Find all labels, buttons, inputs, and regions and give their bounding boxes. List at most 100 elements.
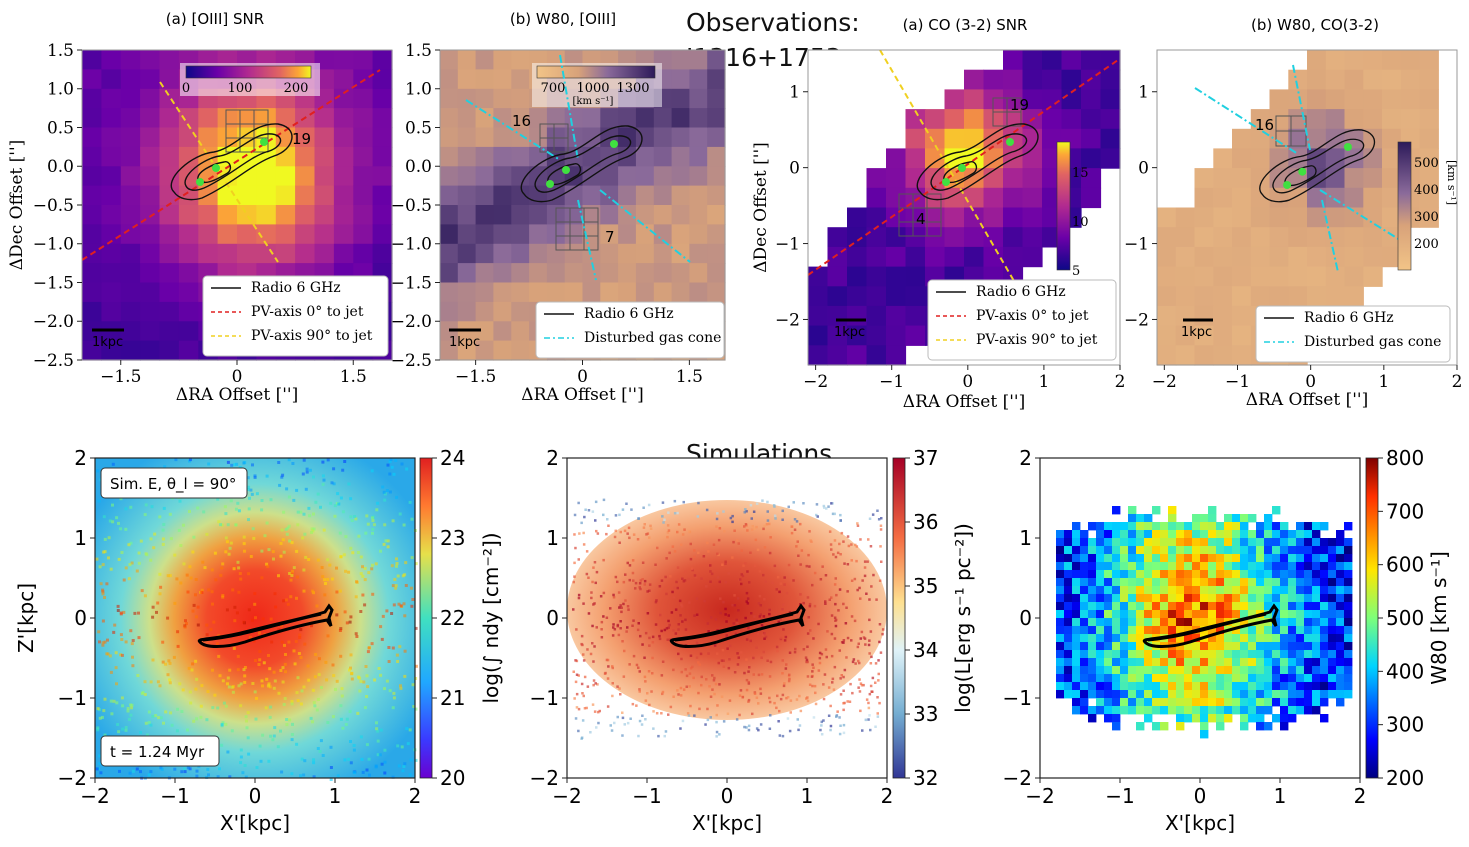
texture-speck: [144, 503, 148, 507]
scale-bar-label: 1kpc: [449, 335, 480, 350]
heatmap-cell: [925, 148, 946, 169]
texture-speck: [396, 660, 400, 663]
texture-speck: [636, 538, 640, 541]
heatmap-cell: [1168, 514, 1177, 523]
contour-line: [184, 133, 282, 191]
heatmap-cell: [1248, 634, 1257, 643]
heatmap-cell: [827, 345, 848, 366]
heatmap-cell: [1175, 345, 1196, 366]
heatmap-cell: [1264, 634, 1273, 643]
colorbar-label: W80 [km s⁻¹]: [1427, 551, 1451, 685]
texture-speck: [573, 533, 576, 536]
texture-speck: [246, 736, 250, 740]
heatmap-cell: [671, 69, 690, 90]
heatmap-cell: [1232, 325, 1252, 346]
texture-speck: [775, 588, 778, 591]
texture-speck: [739, 689, 743, 692]
heatmap-cell: [1128, 522, 1137, 531]
texture-speck: [371, 527, 375, 531]
heatmap-cell: [1296, 610, 1305, 619]
heatmap-cell: [1232, 634, 1241, 643]
heatmap-cell: [847, 325, 868, 346]
heatmap-cell: [1064, 538, 1073, 547]
texture-speck: [828, 598, 831, 601]
texture-speck: [312, 512, 315, 516]
texture-speck: [280, 770, 284, 774]
texture-speck: [842, 641, 845, 644]
texture-speck: [344, 569, 348, 573]
heatmap-cell: [1072, 650, 1081, 659]
heatmap-cell: [1216, 690, 1225, 699]
texture-speck: [366, 650, 370, 654]
heatmap-cell: [1248, 650, 1257, 659]
radio-knot: [212, 164, 220, 172]
texture-speck: [797, 728, 800, 732]
heatmap-cell: [635, 282, 655, 303]
heatmap-cell: [457, 301, 477, 322]
region-grid: [539, 123, 599, 251]
texture-speck: [849, 682, 852, 686]
texture-speck: [833, 583, 837, 586]
texture-speck: [718, 527, 722, 530]
heatmap-cell: [1288, 634, 1297, 643]
texture-speck: [348, 710, 352, 714]
legend-label: PV-axis 0° to jet: [976, 308, 1089, 324]
heatmap-cell: [1307, 286, 1327, 307]
heatmap-cell: [372, 224, 393, 245]
heatmap-cell: [866, 325, 887, 346]
heatmap-cell: [1232, 594, 1241, 603]
heatmap-cell: [1288, 682, 1297, 691]
heatmap-cell: [689, 282, 708, 303]
heatmap-cell: [256, 243, 277, 264]
heatmap-cell: [1064, 610, 1073, 619]
heatmap-cell: [372, 205, 393, 225]
texture-speck: [646, 612, 650, 615]
heatmap-cell: [1120, 554, 1129, 563]
texture-speck: [236, 668, 240, 672]
texture-speck: [654, 600, 658, 604]
region-label: 16: [1255, 116, 1274, 134]
heatmap-cell: [671, 185, 690, 206]
texture-speck: [572, 608, 575, 611]
texture-speck: [689, 666, 693, 670]
texture-speck: [814, 691, 817, 695]
texture-speck: [279, 669, 283, 672]
heatmap-cell: [1307, 266, 1327, 287]
texture-speck: [251, 618, 254, 622]
texture-speck: [683, 579, 687, 582]
texture-speck: [166, 574, 170, 578]
texture-speck: [661, 692, 664, 696]
heatmap-cell: [1216, 650, 1225, 659]
texture-speck: [612, 626, 615, 629]
texture-speck: [635, 704, 638, 707]
heatmap-cell: [1304, 538, 1313, 547]
texture-speck: [785, 591, 789, 595]
texture-speck: [793, 518, 797, 521]
heatmap-cell: [1064, 546, 1073, 555]
heatmap-cell: [1272, 586, 1281, 595]
texture-speck: [161, 528, 165, 532]
texture-speck: [874, 725, 877, 728]
texture-speck: [587, 612, 591, 615]
texture-speck: [702, 555, 706, 558]
heatmap-cell: [866, 227, 887, 248]
heatmap-cell: [1136, 578, 1145, 587]
heatmap-cell: [198, 205, 219, 225]
texture-speck: [349, 615, 353, 619]
heatmap-cell: [1208, 602, 1217, 611]
heatmap-cell: [353, 127, 374, 148]
texture-speck: [262, 661, 266, 665]
texture-speck: [383, 760, 387, 764]
texture-speck: [277, 461, 281, 464]
heatmap-cell: [1312, 666, 1321, 675]
heatmap-cell: [1224, 530, 1233, 539]
texture-speck: [381, 614, 385, 618]
heatmap-cell: [1144, 618, 1153, 627]
texture-speck: [775, 706, 778, 710]
heatmap-cell: [457, 340, 477, 361]
texture-speck: [677, 693, 680, 696]
heatmap-cell: [1157, 286, 1177, 307]
heatmap-cell: [618, 282, 637, 303]
heatmap-cell: [1136, 674, 1145, 683]
heatmap-cell: [1080, 570, 1089, 579]
